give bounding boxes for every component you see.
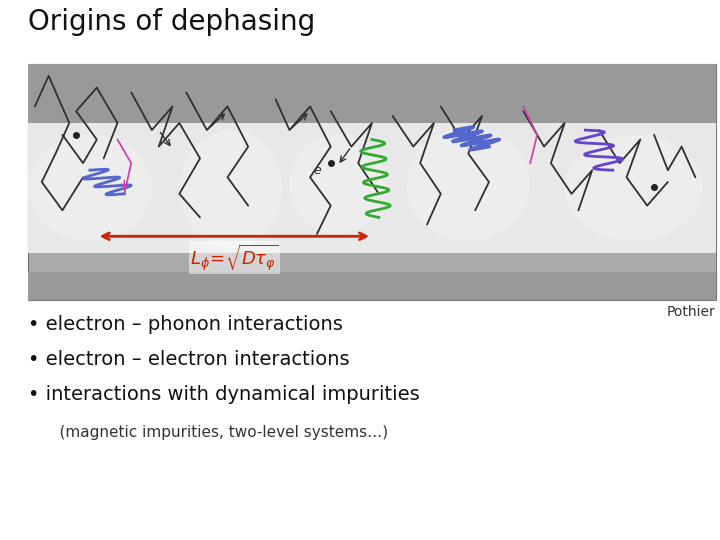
Text: $L_\phi\!=\!\sqrt{D\tau_\varphi}$: $L_\phi\!=\!\sqrt{D\tau_\varphi}$: [190, 242, 279, 273]
Text: Origins of dephasing: Origins of dephasing: [28, 8, 315, 36]
Bar: [28, 64, 716, 300]
Ellipse shape: [28, 135, 152, 241]
Text: e: e: [313, 164, 321, 177]
Bar: [28, 272, 716, 300]
Text: • electron – phonon interactions: • electron – phonon interactions: [28, 315, 343, 334]
Ellipse shape: [179, 130, 282, 248]
Text: • electron – electron interactions: • electron – electron interactions: [28, 350, 350, 369]
Text: • interactions with dynamical impurities: • interactions with dynamical impurities: [28, 385, 420, 404]
Ellipse shape: [406, 128, 530, 241]
Bar: [28, 64, 716, 123]
Bar: [28, 123, 716, 253]
Text: Pothier: Pothier: [666, 305, 715, 319]
Ellipse shape: [289, 135, 386, 234]
Ellipse shape: [564, 135, 702, 241]
Text: (magnetic impurities, two-level systems…): (magnetic impurities, two-level systems……: [40, 425, 388, 440]
